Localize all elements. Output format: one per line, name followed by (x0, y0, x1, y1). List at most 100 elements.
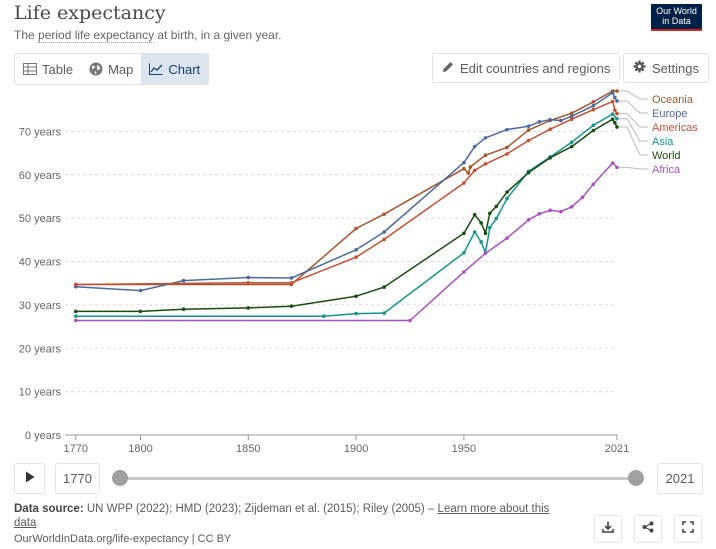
series-label-world[interactable]: World (652, 150, 681, 162)
edit-countries-label: Edit countries and regions (460, 60, 611, 76)
y-tick-label: 30 years (19, 300, 62, 312)
tab-table-label: Table (42, 61, 74, 77)
data-point-americas (246, 280, 251, 285)
settings-label: Settings (652, 60, 699, 76)
tab-chart-label: Chart (168, 61, 201, 77)
data-point-europe (526, 124, 531, 128)
data-point-oceania (462, 166, 466, 171)
timeline-track[interactable] (120, 477, 636, 480)
owid-logo[interactable]: Our World in Data (651, 4, 702, 31)
source-url[interactable]: OurWorldInData.org/life-expectancy | CC … (14, 533, 232, 545)
data-point-world (487, 211, 492, 216)
data-point-oceania (569, 111, 574, 115)
tab-map-label: Map (108, 61, 134, 77)
data-point-world (181, 307, 186, 312)
table-icon (23, 63, 37, 75)
data-point-world (548, 156, 552, 160)
data-point-africa (462, 270, 466, 274)
x-tick-label: 1770 (64, 443, 88, 455)
data-point-europe (559, 118, 563, 123)
data-point-asia (354, 311, 358, 316)
y-tick-label: 0 years (25, 430, 62, 442)
data-point-europe (246, 275, 251, 280)
data-point-europe (615, 99, 619, 103)
y-tick-label: 60 years (19, 170, 62, 182)
data-point-africa (580, 195, 585, 200)
data-point-europe (138, 288, 143, 293)
label-connector (619, 100, 648, 114)
data-point-asia (610, 112, 615, 116)
data-point-americas (526, 138, 531, 143)
data-point-asia (382, 311, 386, 315)
series-label-europe[interactable]: Europe (652, 108, 687, 120)
data-point-europe (505, 127, 509, 132)
data-point-africa (73, 318, 78, 323)
download-icon (602, 520, 614, 538)
play-button[interactable] (14, 463, 45, 494)
data-point-oceania (615, 89, 619, 93)
data-point-europe (289, 276, 294, 280)
series-line-americas[interactable] (75, 100, 618, 286)
label-connector (619, 113, 648, 128)
data-point-world (354, 294, 358, 298)
y-tick-label: 70 years (19, 126, 62, 138)
data-point-africa (483, 251, 488, 256)
logo-line-2: in Data (662, 16, 691, 26)
timeline-end-year[interactable]: 2021 (657, 463, 703, 494)
data-point-world (610, 117, 615, 122)
data-point-world (289, 304, 294, 308)
data-point-asia (505, 196, 509, 201)
data-point-world (505, 190, 509, 194)
data-point-oceania (354, 226, 358, 231)
data-point-asia (494, 216, 499, 221)
series-label-americas[interactable]: Americas (652, 122, 698, 134)
data-point-europe (569, 114, 574, 118)
period-life-expectancy-term[interactable]: period life expectancy (38, 28, 155, 43)
timeline-start-year[interactable]: 1770 (55, 463, 100, 494)
data-point-europe (483, 136, 488, 140)
data-point-europe (548, 117, 552, 122)
gear-icon (633, 60, 646, 76)
data-point-world (613, 120, 617, 125)
timeline-end-handle[interactable] (628, 470, 644, 486)
series-line-europe[interactable] (75, 92, 618, 292)
series-line-oceania[interactable] (75, 90, 617, 286)
series-label-oceania[interactable]: Oceania (652, 94, 694, 106)
data-point-oceania (468, 165, 473, 169)
tab-chart[interactable]: Chart (141, 54, 209, 84)
globe-icon (89, 62, 103, 76)
data-point-asia (462, 251, 466, 255)
logo-line-1: Our World (656, 6, 697, 16)
data-point-world (591, 128, 596, 133)
learn-more-link[interactable]: Learn more about this data (14, 503, 550, 529)
edit-countries-button[interactable]: Edit countries and regions (432, 53, 621, 83)
data-point-africa (610, 161, 615, 165)
data-point-world (615, 125, 619, 129)
data-point-asia (591, 123, 596, 128)
data-point-world (483, 231, 488, 236)
tab-table[interactable]: Table (15, 54, 81, 84)
share-icon (642, 520, 654, 538)
data-point-europe (591, 103, 596, 108)
label-connector (619, 126, 648, 156)
data-point-world (526, 170, 531, 175)
share-button[interactable] (634, 515, 662, 543)
series-label-africa[interactable]: Africa (652, 164, 681, 176)
settings-button[interactable]: Settings (623, 53, 709, 83)
data-point-oceania (483, 153, 488, 158)
data-point-americas (613, 108, 617, 112)
life-expectancy-chart[interactable]: 0 years 10 years 20 years 30 years 40 years 5… (0, 88, 716, 458)
fullscreen-button[interactable] (674, 515, 702, 543)
data-point-world (494, 204, 499, 209)
series-line-africa[interactable] (75, 162, 618, 322)
timeline-start-handle[interactable] (112, 470, 128, 486)
data-point-asia (615, 116, 619, 121)
data-point-europe (537, 120, 542, 124)
data-point-americas (569, 117, 574, 122)
data-point-europe (613, 95, 617, 100)
data-point-oceania (466, 171, 471, 175)
tab-map[interactable]: Map (81, 54, 141, 84)
download-button[interactable] (594, 515, 622, 543)
series-label-asia[interactable]: Asia (652, 136, 674, 148)
y-tick-label: 20 years (19, 343, 62, 355)
